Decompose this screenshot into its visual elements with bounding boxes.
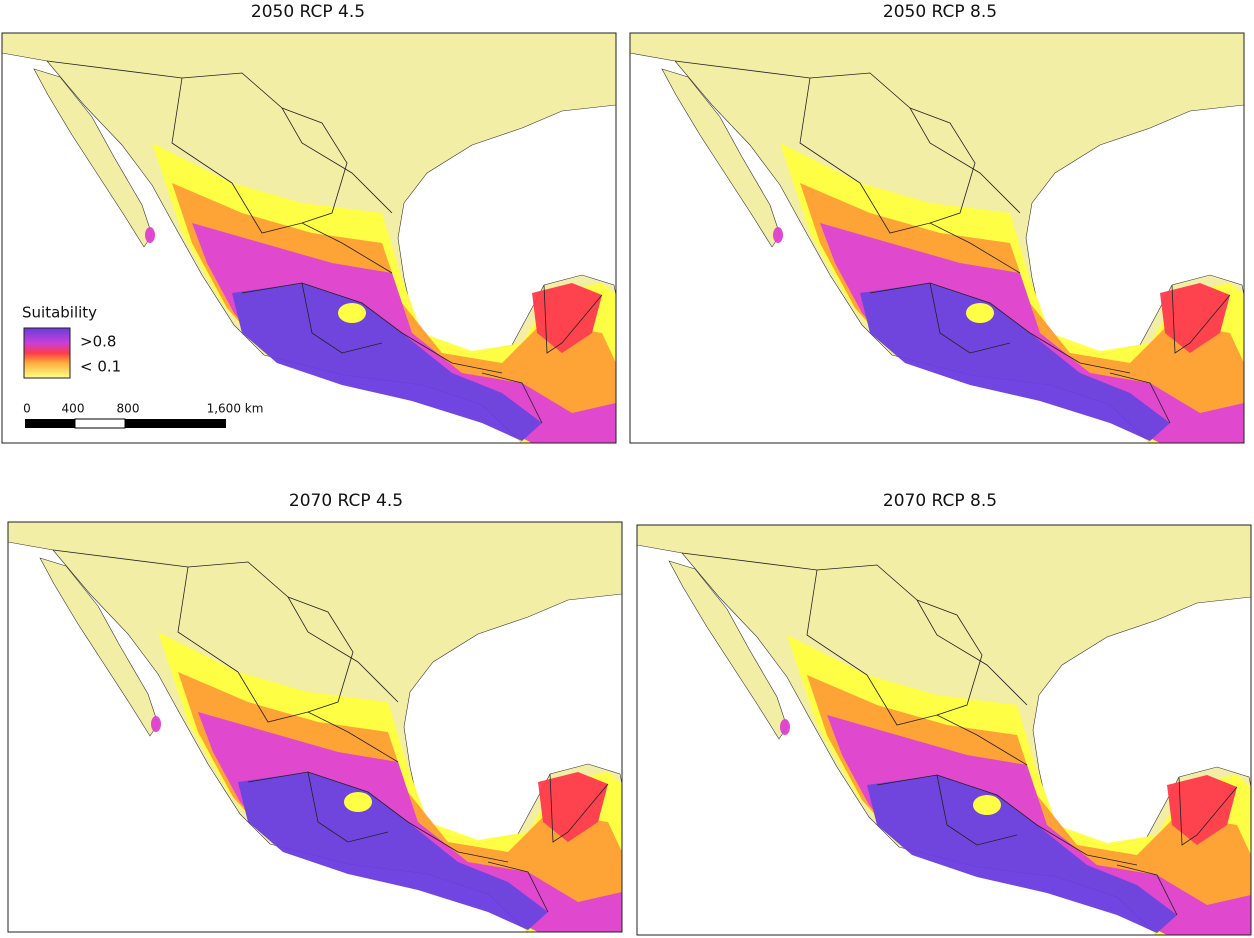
scale-segment [125,419,226,428]
scale-segment [74,418,126,429]
legend-title: Suitability [22,304,97,322]
legend-label: >0.8 [80,333,116,351]
scale-bar: 0 400 800 1,600 km [23,402,263,429]
panel-frame [636,524,1252,936]
panel-title: 2070 RCP 4.5 [289,491,403,511]
scale-label: 0 [23,402,31,416]
legend: Suitability >0.8 < 0.1 [22,304,121,379]
map [2,33,616,443]
legend-gradient [23,327,71,379]
panel-frame [1,32,617,444]
map [8,522,622,932]
scale-label: 800 [117,402,140,416]
map [637,525,1251,935]
panel-title: 2050 RCP 8.5 [883,2,997,22]
panel-frame [7,521,623,933]
scale-label: 400 [62,402,85,416]
panel-title: 2070 RCP 8.5 [883,491,997,511]
scale-segment [25,419,75,428]
scale-label: 1,600 km [207,402,264,416]
panel-title: 2050 RCP 4.5 [251,2,365,22]
legend-label: < 0.1 [80,358,121,376]
panel-frame [629,32,1245,444]
map [630,33,1244,443]
